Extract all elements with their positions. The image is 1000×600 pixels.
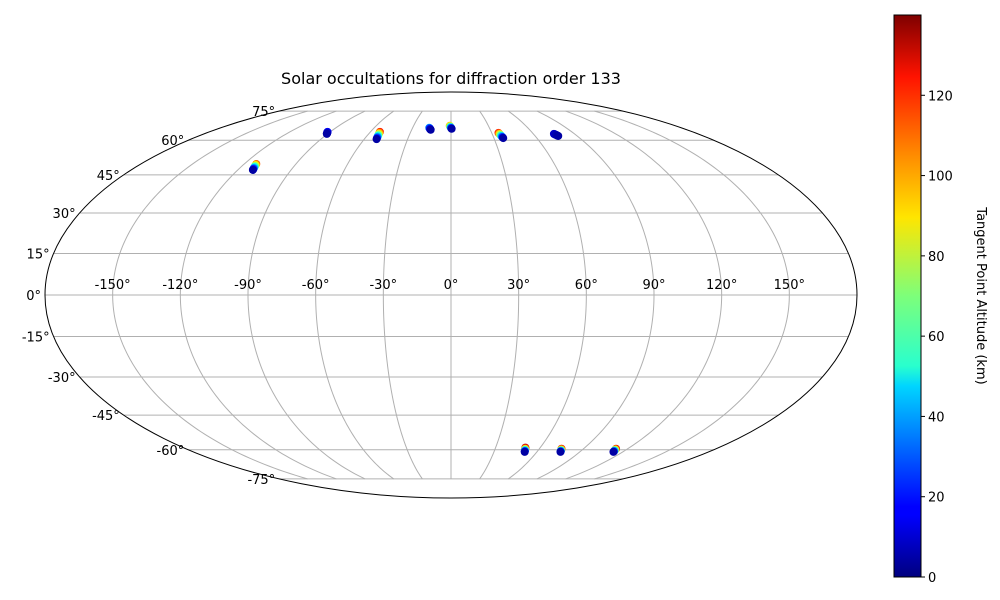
occultation-point [499, 134, 508, 143]
lat-tick-label: -60° [157, 444, 185, 459]
colorbar-gradient [893, 14, 922, 578]
occultation-point [556, 447, 565, 456]
lat-tick-label: 15° [27, 247, 50, 262]
occultation-point [426, 125, 435, 134]
meridian-line [536, 110, 655, 480]
meridian-line [507, 110, 587, 480]
occultation-point [520, 447, 529, 456]
occultation-point [248, 165, 257, 174]
lat-tick-label: 45° [97, 169, 120, 184]
lon-tick-label: 120° [706, 278, 737, 293]
occultation-point [322, 129, 331, 138]
lat-tick-label: 60° [161, 134, 184, 149]
colorbar-tick-label: 80 [928, 250, 945, 265]
lat-tick-label: -30° [48, 371, 76, 386]
lon-tick-label: -150° [95, 278, 131, 293]
colorbar-label: Tangent Point Altitude (km) [973, 206, 988, 384]
colorbar-tick-label: 20 [928, 491, 945, 506]
lon-tick-label: 150° [774, 278, 805, 293]
lon-tick-label: -30° [369, 278, 397, 293]
occultation-point [554, 131, 563, 140]
lon-tick-label: -120° [162, 278, 198, 293]
lon-tick-label: 30° [507, 278, 530, 293]
longitude-tick-labels: -150° -120° -90° -60° -30° 0° 30° 60° 90° 120° 150… [95, 278, 805, 293]
colorbar-tick-label: 0 [928, 571, 936, 586]
data-points [248, 121, 621, 456]
colorbar: 0 20 40 60 80 100 120 Tangent Point Altitude (… [893, 14, 988, 586]
meridian-line [179, 110, 337, 480]
occultation-point [447, 124, 456, 133]
map-grid [45, 110, 857, 480]
occultation-point [372, 135, 381, 144]
lat-tick-label: -15° [22, 331, 50, 346]
colorbar-tick-label: 40 [928, 410, 945, 425]
lat-tick-label: 0° [26, 289, 41, 304]
meridian-line [565, 110, 723, 480]
occultation-point [609, 447, 618, 456]
meridian-line [315, 110, 395, 480]
colorbar-tick-label: 60 [928, 330, 945, 345]
meridian-line [594, 110, 790, 480]
lon-tick-label: -60° [302, 278, 330, 293]
chart-title: Solar occultations for diffraction order… [281, 69, 621, 88]
meridian-line [479, 110, 520, 480]
map-boundary [44, 91, 858, 499]
colorbar-tick-label: 100 [928, 170, 953, 185]
meridian-line [382, 110, 423, 480]
lon-tick-label: -90° [234, 278, 262, 293]
meridian-line [112, 110, 308, 480]
lat-tick-label: -45° [92, 409, 120, 424]
lon-tick-label: 90° [642, 278, 665, 293]
meridian-line [247, 110, 366, 480]
lon-tick-label: 60° [575, 278, 598, 293]
colorbar-ticks: 0 20 40 60 80 100 120 [921, 89, 953, 586]
colorbar-tick-label: 120 [928, 89, 953, 104]
lat-tick-label: -75° [247, 473, 275, 488]
lat-tick-label: 30° [53, 207, 76, 222]
lon-tick-label: 0° [444, 278, 459, 293]
